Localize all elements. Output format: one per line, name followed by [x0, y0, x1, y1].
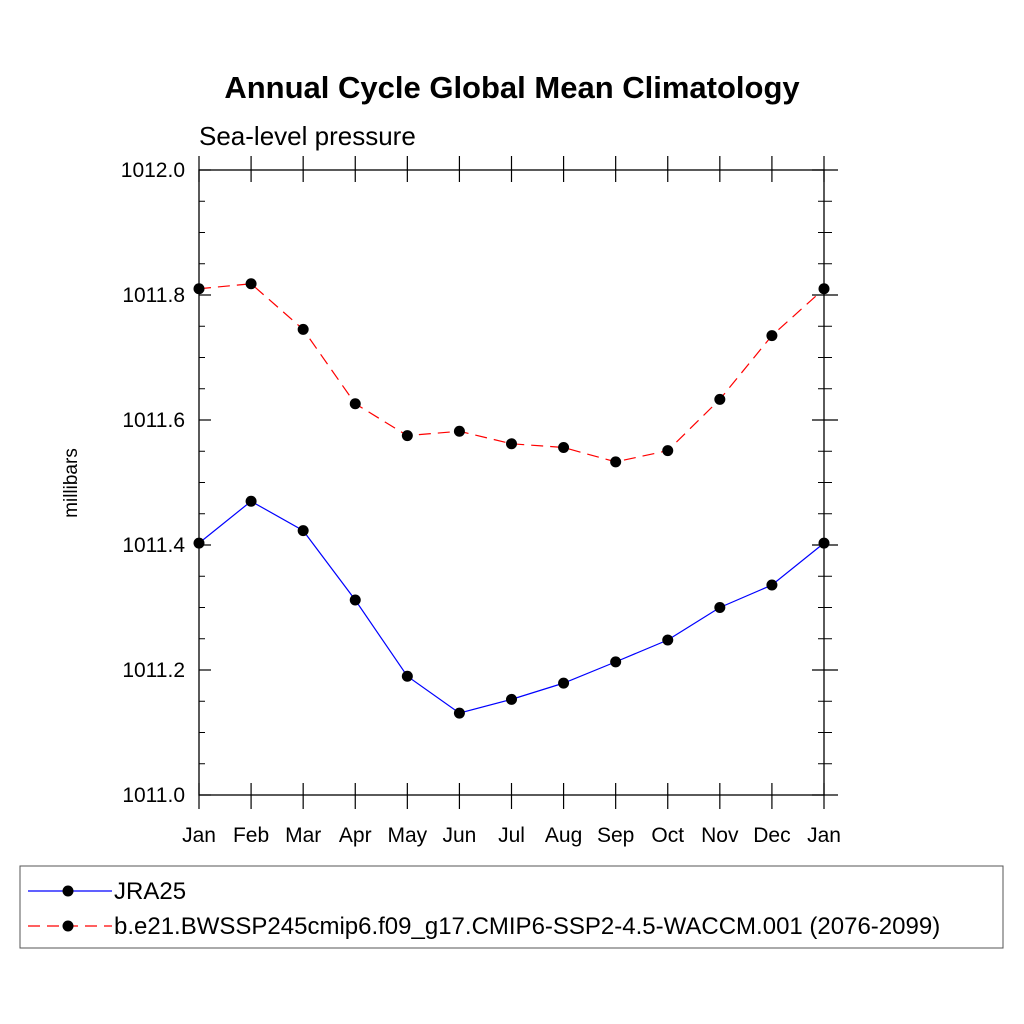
series-line-1 [198, 500, 825, 714]
series-2-point [506, 438, 517, 450]
x-tick-label: Aug [545, 824, 582, 847]
series-2-point [766, 330, 778, 342]
series-1-point [610, 656, 622, 668]
x-tick-label: Mar [285, 824, 321, 847]
series-layer [193, 278, 830, 719]
series-2-point [349, 398, 361, 410]
series-1-point [349, 594, 361, 606]
series-1-point [245, 495, 257, 507]
ticks-layer: 1011.0 1011.2 1011.4 1011.6 1011.8 1012.0 Jan F… [121, 156, 841, 847]
y-tick-label: 1011.8 [122, 284, 185, 307]
series-2-point [245, 278, 257, 290]
legend-marker-1 [62, 885, 74, 897]
y-tick-label: 1011.0 [122, 784, 185, 807]
series-1-point [558, 677, 570, 689]
x-tick-label: Jul [498, 824, 525, 847]
series-2-point [401, 430, 413, 442]
chart-subtitle: Sea-level pressure [199, 121, 416, 151]
x-tick-label: Sep [597, 824, 634, 847]
series-2-point [558, 442, 570, 453]
x-tick-label: Oct [651, 824, 684, 847]
chart-title: Annual Cycle Global Mean Climatology [224, 70, 800, 105]
x-tick-label: Jan [807, 824, 841, 847]
series-2-point [297, 323, 309, 335]
series-1-point [401, 670, 413, 682]
x-tick-label: Nov [701, 824, 739, 847]
series-1-point [453, 707, 465, 719]
legend-marker-2 [62, 920, 74, 932]
series-1-point [766, 579, 778, 591]
legend-label-1: JRA25 [114, 878, 186, 905]
series-1-point [714, 602, 726, 613]
series-2-point [453, 425, 465, 437]
plot-frame [198, 169, 825, 796]
series-2-point [610, 456, 622, 468]
x-tick-label: Dec [753, 824, 790, 847]
y-tick-label: 1011.4 [122, 534, 185, 557]
x-tick-label: Feb [233, 824, 269, 847]
y-tick-label: 1012.0 [121, 159, 185, 182]
y-axis-label: millibars [61, 448, 82, 518]
x-tick-label: Jan [182, 824, 216, 847]
series-1-point [506, 693, 517, 705]
series-1-point [297, 525, 309, 537]
series-2-point [662, 445, 674, 457]
legend-box [19, 865, 1004, 949]
series-line-2 [198, 283, 825, 463]
legend-label-2: b.e21.BWSSP245cmip6.f09_g17.CMIP6-SSP2-4… [114, 913, 940, 940]
x-tick-label: Jun [442, 824, 476, 847]
series-1-point [662, 634, 674, 646]
legend: JRA25 b.e21.BWSSP245cmip6.f09_g17.CMIP6-S… [19, 865, 1004, 949]
x-tick-label: Apr [339, 824, 372, 847]
series-2-point [714, 393, 726, 405]
x-tick-label: May [387, 824, 427, 847]
y-tick-label: 1011.2 [122, 659, 185, 682]
y-tick-label: 1011.6 [122, 409, 185, 432]
